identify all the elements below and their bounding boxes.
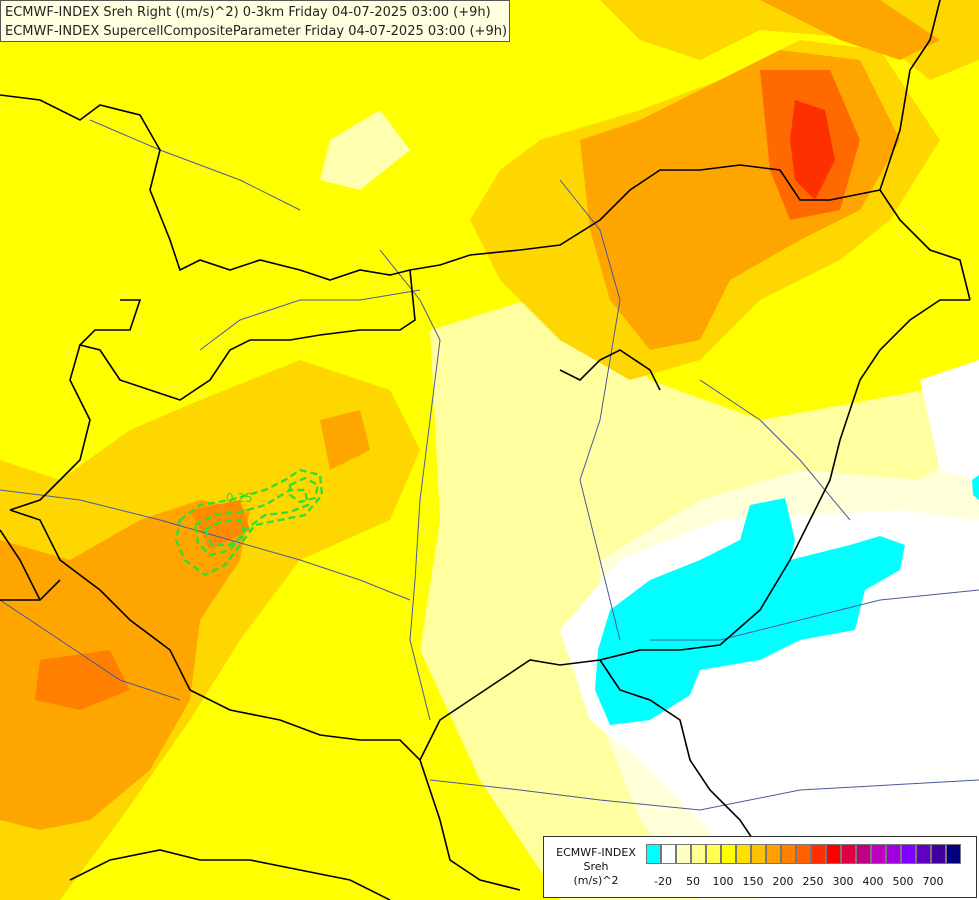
legend-name-line-2: Sreh	[583, 860, 609, 873]
legend-name: ECMWF-INDEX Sreh (m/s)^2	[550, 846, 642, 888]
legend-swatch	[841, 844, 856, 864]
legend-swatch	[901, 844, 916, 864]
legend-swatch	[706, 844, 721, 864]
legend-tick-label: 500	[892, 875, 914, 888]
legend-swatch	[781, 844, 796, 864]
legend-tick-label: 200	[772, 875, 794, 888]
legend-swatch	[946, 844, 961, 864]
legend-tick-label: 50	[686, 875, 700, 888]
legend-swatch	[766, 844, 781, 864]
legend-swatch	[811, 844, 826, 864]
legend-tick-label: 400	[862, 875, 884, 888]
legend-swatch	[796, 844, 811, 864]
legend-swatches	[646, 844, 961, 864]
legend-tick-label: -20	[654, 875, 672, 888]
legend-ticks: -20 50 100 150 200 250 300 400 500 700	[646, 875, 976, 889]
legend-name-line-1: ECMWF-INDEX	[556, 846, 636, 859]
legend-tick-label: 250	[802, 875, 824, 888]
legend-tick-label: 700	[922, 875, 944, 888]
legend-tick-label: 150	[742, 875, 764, 888]
legend-swatch	[871, 844, 886, 864]
legend-swatch	[691, 844, 706, 864]
color-legend: ECMWF-INDEX Sreh (m/s)^2 -20 50 100 150 200 2…	[543, 836, 977, 898]
title-line-2: ECMWF-INDEX SupercellCompositeParameter …	[5, 24, 508, 39]
legend-swatch	[886, 844, 901, 864]
legend-swatch	[721, 844, 736, 864]
legend-tick-label: 300	[832, 875, 854, 888]
legend-swatch	[661, 844, 676, 864]
legend-swatch	[931, 844, 946, 864]
legend-swatch	[676, 844, 691, 864]
map-title-box: ECMWF-INDEX Sreh Right ((m/s)^2) 0-3km F…	[0, 0, 510, 42]
legend-swatch	[856, 844, 871, 864]
contour-label: 0.25	[226, 491, 253, 505]
legend-tick-label: 100	[712, 875, 734, 888]
legend-name-line-3: (m/s)^2	[573, 874, 619, 887]
legend-swatch	[751, 844, 766, 864]
river-layer	[0, 119, 979, 811]
title-line-1: ECMWF-INDEX Sreh Right ((m/s)^2) 0-3km F…	[5, 5, 491, 20]
legend-swatch	[916, 844, 931, 864]
legend-swatch	[736, 844, 751, 864]
legend-swatch	[646, 844, 661, 864]
legend-swatch	[826, 844, 841, 864]
contour-layer	[174, 468, 324, 577]
